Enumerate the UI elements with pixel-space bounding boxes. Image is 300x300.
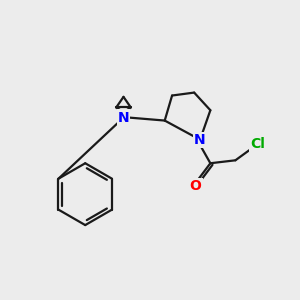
Text: N: N	[118, 111, 129, 124]
Text: O: O	[190, 179, 202, 193]
Text: Cl: Cl	[250, 137, 265, 151]
Text: N: N	[194, 133, 206, 147]
